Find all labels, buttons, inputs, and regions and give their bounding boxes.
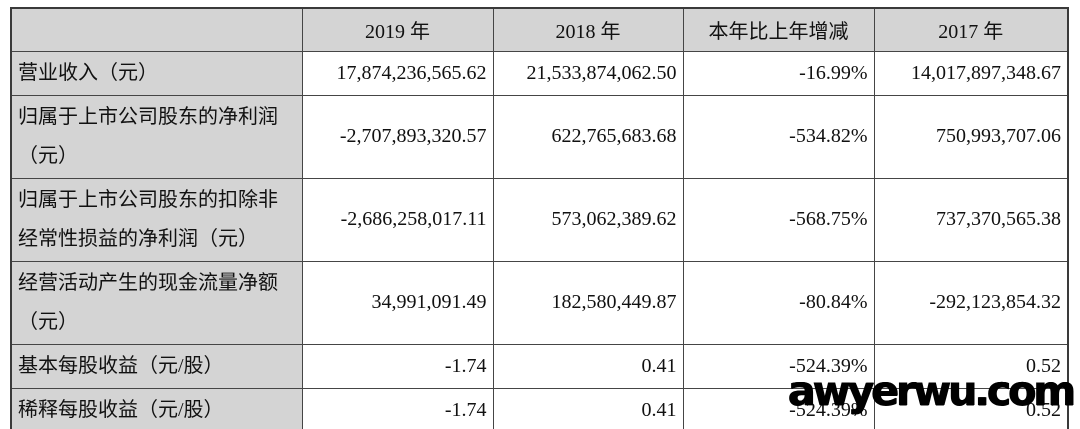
watermark-text: awyerwu.com (788, 367, 1076, 415)
row-label: 经营活动产生的现金流量净额（元） (10, 260, 303, 345)
cell-2017: 0.52 (873, 343, 1069, 389)
cell-2017: 737,370,565.38 (873, 177, 1069, 262)
table-row-diluted-eps: 稀释每股收益（元/股） -1.74 0.41 -524.39% 0.52 (10, 387, 1069, 429)
table-row-net-profit: 归属于上市公司股东的净利润（元） -2,707,893,320.57 622,7… (10, 94, 1069, 179)
table-row-basic-eps: 基本每股收益（元/股） -1.74 0.41 -524.39% 0.52 (10, 343, 1069, 389)
cell-2018: 0.41 (492, 387, 684, 429)
cell-2017: -292,123,854.32 (873, 260, 1069, 345)
cell-2019: -2,707,893,320.57 (301, 94, 494, 179)
cell-2019: -1.74 (301, 387, 494, 429)
financial-summary-table: 2019 年 2018 年 本年比上年增减 2017 年 营业收入（元） 17,… (10, 7, 1069, 429)
column-header-2019: 2019 年 (301, 7, 494, 52)
cell-yoy-change: -524.39% (682, 343, 875, 389)
column-header-2017: 2017 年 (873, 7, 1069, 52)
cell-2019: 34,991,091.49 (301, 260, 494, 345)
column-header-yoy-change: 本年比上年增减 (682, 7, 875, 52)
row-label: 归属于上市公司股东的净利润（元） (10, 94, 303, 179)
cell-2018: 182,580,449.87 (492, 260, 684, 345)
cell-2017: 14,017,897,348.67 (873, 50, 1069, 96)
cell-yoy-change: -80.84% (682, 260, 875, 345)
cell-2018: 573,062,389.62 (492, 177, 684, 262)
table-row-operating-cash-flow: 经营活动产生的现金流量净额（元） 34,991,091.49 182,580,4… (10, 260, 1069, 345)
row-label: 稀释每股收益（元/股） (10, 387, 303, 429)
cell-2018: 622,765,683.68 (492, 94, 684, 179)
row-label: 归属于上市公司股东的扣除非经常性损益的净利润（元） (10, 177, 303, 262)
cell-2019: -2,686,258,017.11 (301, 177, 494, 262)
cell-yoy-change: -16.99% (682, 50, 875, 96)
column-header-2018: 2018 年 (492, 7, 684, 52)
cell-2017: 750,993,707.06 (873, 94, 1069, 179)
cell-2018: 0.41 (492, 343, 684, 389)
cell-yoy-change: -568.75% (682, 177, 875, 262)
cell-2019: 17,874,236,565.62 (301, 50, 494, 96)
table-header-row: 2019 年 2018 年 本年比上年增减 2017 年 (10, 7, 1069, 52)
cell-2019: -1.74 (301, 343, 494, 389)
cell-2017: 0.52 (873, 387, 1069, 429)
row-label: 营业收入（元） (10, 50, 303, 96)
table-row-net-profit-excl-nonrecurring: 归属于上市公司股东的扣除非经常性损益的净利润（元） -2,686,258,017… (10, 177, 1069, 262)
row-label: 基本每股收益（元/股） (10, 343, 303, 389)
column-header-metric (10, 7, 303, 52)
table-row-revenue: 营业收入（元） 17,874,236,565.62 21,533,874,062… (10, 50, 1069, 96)
cell-yoy-change: -534.82% (682, 94, 875, 179)
cell-2018: 21,533,874,062.50 (492, 50, 684, 96)
